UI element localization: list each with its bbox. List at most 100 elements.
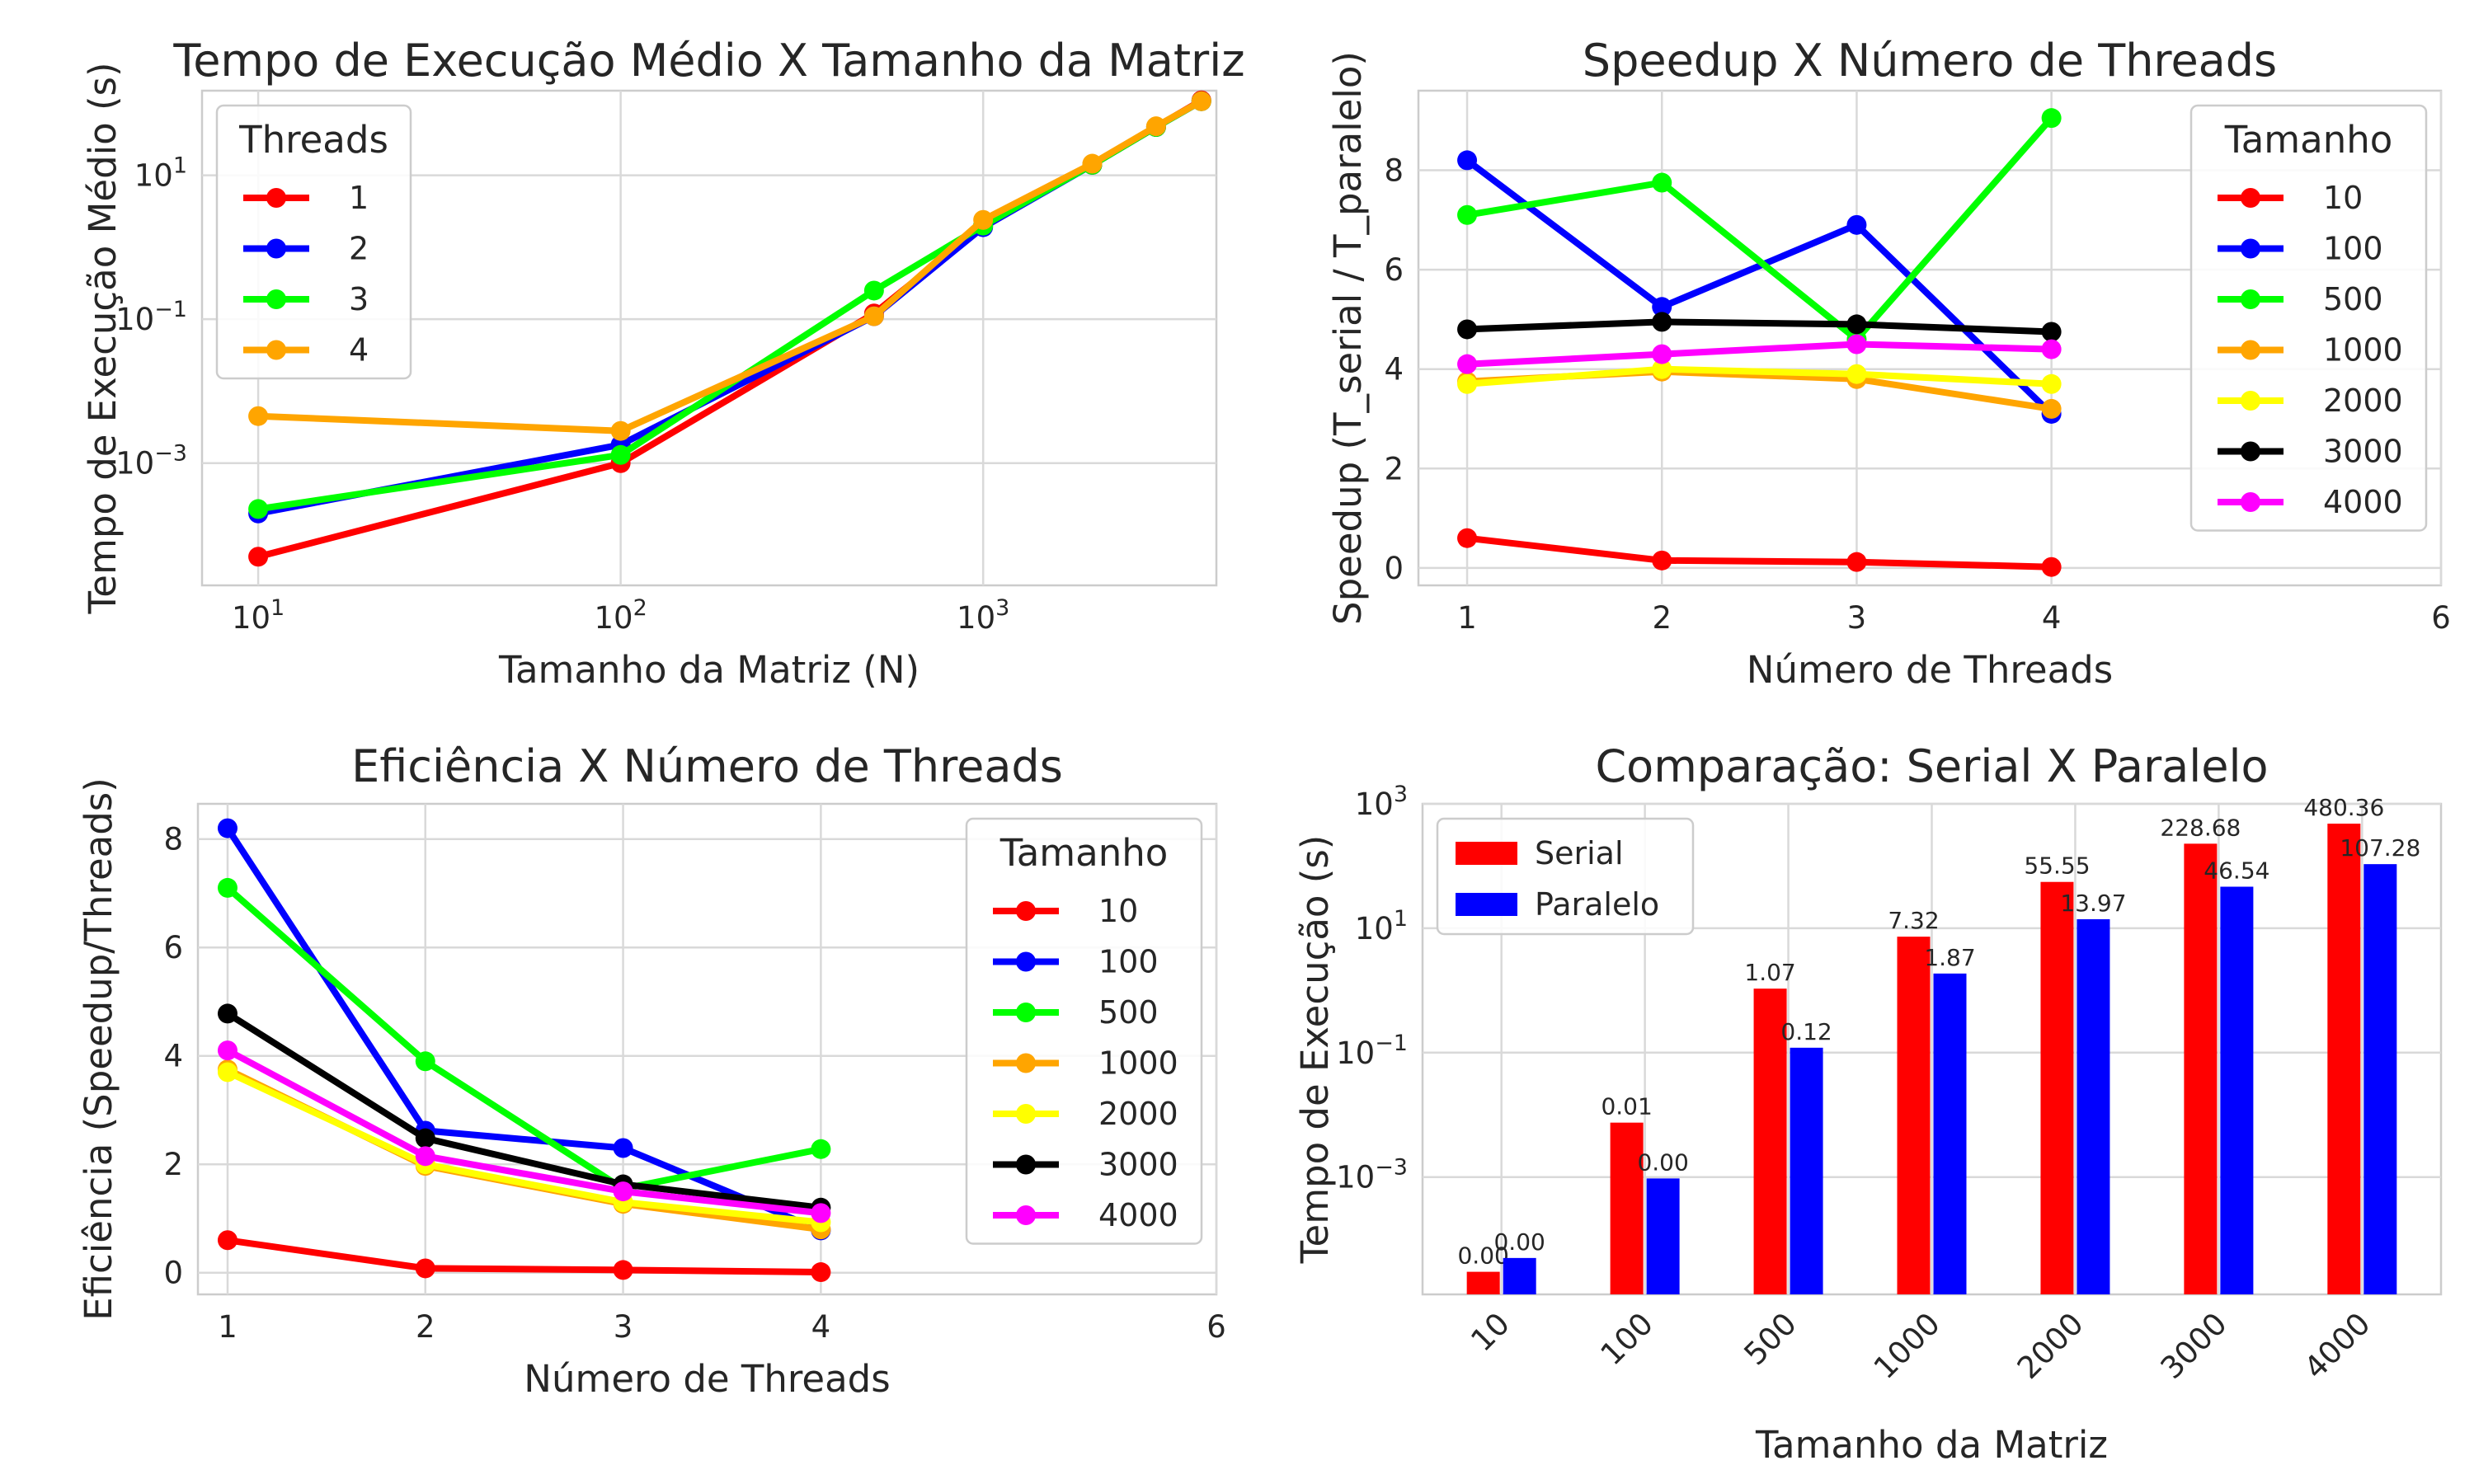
data-point [1191, 91, 1211, 111]
bar [1933, 973, 1967, 1294]
legend-label: 100 [1098, 944, 1159, 980]
x-tick-label: 2000 [2011, 1306, 2091, 1386]
data-point [1457, 354, 1478, 374]
legend: Serial Paralelo [1436, 817, 1695, 936]
y-tick-label: 8 [1384, 153, 1404, 188]
series-line [1465, 157, 2054, 416]
bar [1897, 937, 1931, 1294]
legend-label: 4000 [2323, 484, 2403, 520]
data-point [1457, 150, 1478, 171]
data-point [1652, 344, 1672, 364]
legend-swatch-marker [2241, 188, 2260, 208]
legend-title: Tamanho [999, 831, 1169, 875]
legend-swatch-marker [1016, 1205, 1036, 1225]
chart-title: Speedup X Número de Threads [1583, 35, 2277, 87]
data-point [1457, 319, 1478, 340]
data-point [610, 444, 631, 465]
bar-value-label: 46.54 [2204, 857, 2269, 885]
data-point [1145, 116, 1166, 137]
data-point [415, 1051, 435, 1072]
legend-label: 1000 [2323, 332, 2403, 369]
data-point [811, 1203, 831, 1223]
x-tick-label: 6 [2431, 600, 2451, 636]
legend: Tamanho 10 100 500 1000 2000 3000 4000 [2189, 104, 2428, 532]
data-point [2041, 108, 2062, 129]
bar-value-label: 13.97 [2060, 890, 2126, 917]
legend-label: 3000 [1098, 1147, 1178, 1183]
x-axis-label: Número de Threads [524, 1357, 890, 1401]
data-point [217, 877, 238, 898]
chart-title: Eficiência X Número de Threads [351, 740, 1063, 792]
data-point [2041, 322, 2062, 342]
legend-label: 100 [2323, 231, 2383, 267]
bar [1753, 989, 1787, 1294]
x-axis-label: Número de Threads [1747, 648, 2113, 692]
legend-box [965, 817, 1203, 1245]
legend-label: 4 [349, 332, 369, 369]
x-tick-label: 10 [1464, 1306, 1517, 1359]
legend-label: 2000 [2323, 383, 2403, 419]
series-line [1466, 534, 2052, 571]
legend-label: 1 [349, 180, 369, 216]
series-10 [217, 1230, 831, 1283]
data-point [1082, 153, 1103, 174]
y-tick-label: 103 [1355, 782, 1408, 822]
data-point [217, 1003, 238, 1024]
legend-label: 2000 [1098, 1096, 1178, 1132]
y-axis-label: Speedup (T_serial / T_paralelo) [1326, 51, 1370, 625]
y-tick-label: 0 [163, 1256, 183, 1291]
bar [2077, 918, 2110, 1294]
legend-swatch-marker [1016, 1154, 1036, 1175]
legend-box [215, 104, 412, 380]
legend-title: Tamanho [2224, 118, 2393, 162]
bar-value-label: 0.01 [1601, 1093, 1652, 1120]
x-tick-label: 1 [218, 1309, 238, 1345]
bar-value-label: 1.07 [1744, 959, 1795, 986]
series-4 [248, 91, 1211, 441]
bar [2363, 864, 2397, 1294]
x-tick-label: 4 [2042, 600, 2062, 636]
bar-value-label: 480.36 [2303, 794, 2384, 821]
data-point [613, 1138, 633, 1158]
y-tick-label: 10−3 [115, 441, 187, 481]
y-tick-label: 0 [1384, 551, 1404, 586]
legend-label: 3 [349, 281, 369, 317]
bar-value-label: 107.28 [2340, 834, 2420, 862]
legend-label: Paralelo [1535, 886, 1659, 923]
series-4000 [1457, 334, 2062, 374]
series-line [225, 885, 822, 1192]
series-10 [1457, 528, 2062, 577]
legend-box [2189, 104, 2428, 532]
legend-swatch-marker [1016, 1053, 1036, 1073]
data-point [2041, 339, 2062, 359]
y-tick-label: 2 [1384, 451, 1404, 486]
data-point [1846, 552, 1867, 572]
data-point [2041, 373, 2062, 394]
bar-value-label: 0.00 [1637, 1148, 1688, 1176]
y-axis-label: Eficiência (Speedup/Threads) [77, 777, 120, 1321]
legend-label: 500 [1098, 994, 1159, 1031]
bar [2327, 824, 2361, 1294]
data-point [248, 499, 269, 519]
legend-title: Threads [238, 118, 388, 162]
y-tick-label: 101 [134, 153, 187, 194]
legend-label: Serial [1535, 835, 1624, 871]
bar [2040, 881, 2074, 1294]
data-point [217, 818, 238, 838]
legend-label: 10 [1098, 893, 1138, 929]
bar [1646, 1178, 1680, 1294]
series-line [226, 1068, 821, 1226]
y-tick-label: 8 [163, 822, 183, 857]
legend-swatch-marker [266, 188, 286, 208]
chart-title: Comparação: Serial X Paralelo [1595, 740, 2268, 792]
data-point [1846, 364, 1867, 384]
y-tick-label: 6 [1384, 252, 1404, 288]
y-tick-label: 4 [163, 1039, 183, 1074]
legend-swatch-marker [266, 238, 286, 259]
data-point [1846, 314, 1867, 335]
x-tick-label: 102 [594, 595, 647, 636]
legend-label: 10 [2323, 180, 2363, 216]
series-line [225, 1011, 821, 1211]
legend-swatch-marker [2241, 492, 2260, 512]
legend-label: 2 [349, 231, 369, 267]
